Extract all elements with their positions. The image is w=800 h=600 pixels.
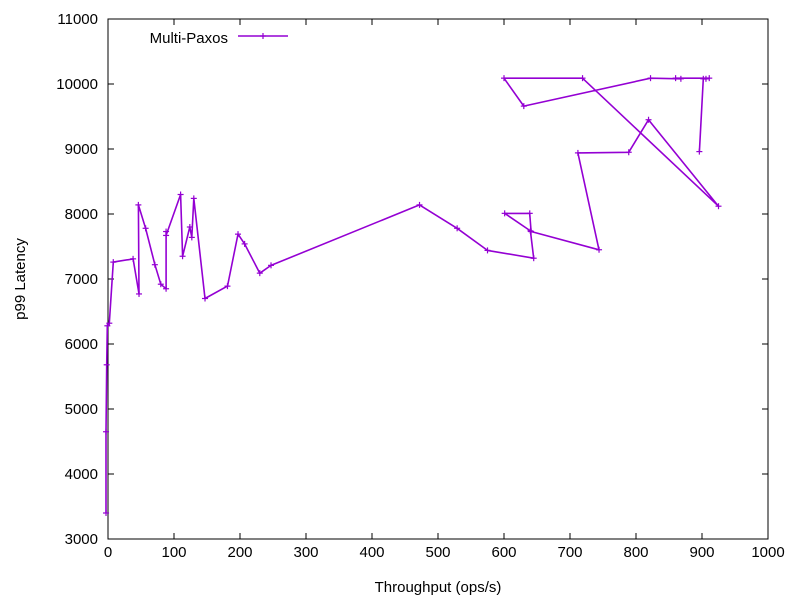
data-point <box>157 281 164 288</box>
data-point <box>235 231 242 238</box>
data-point <box>501 210 508 217</box>
data-point <box>190 195 197 202</box>
x-tick-label: 700 <box>557 544 582 561</box>
data-point <box>574 149 581 156</box>
data-point <box>715 203 722 210</box>
x-tick-label: 600 <box>491 544 516 561</box>
data-point <box>645 116 652 123</box>
data-point <box>526 210 533 217</box>
data-point <box>103 361 110 368</box>
data-point <box>706 75 713 82</box>
data-point <box>625 149 632 156</box>
y-tick-label: 11000 <box>57 11 98 28</box>
plot-frame <box>107 18 769 540</box>
data-point <box>501 75 507 82</box>
data-point <box>696 148 703 155</box>
data-point <box>241 240 248 247</box>
data-point <box>177 191 184 198</box>
data-point <box>224 283 231 290</box>
data-point <box>700 75 707 82</box>
y-tick-label: 9000 <box>65 141 98 158</box>
data-point <box>106 320 113 327</box>
y-tick-label: 7000 <box>65 271 98 288</box>
data-point <box>142 225 149 232</box>
x-tick-label: 1000 <box>751 544 784 561</box>
y-tick-label: 10000 <box>56 76 98 93</box>
data-point <box>596 246 603 253</box>
x-tick-label: 200 <box>227 544 252 561</box>
data-point <box>416 201 423 208</box>
x-tick-label: 0 <box>104 544 112 561</box>
data-point <box>672 75 679 82</box>
data-point <box>110 259 117 266</box>
data-point <box>163 285 170 292</box>
x-tick-label: 800 <box>623 544 648 561</box>
x-tick-label: 300 <box>293 544 318 561</box>
data-point <box>647 75 654 82</box>
data-point <box>163 232 170 239</box>
data-point <box>186 224 193 230</box>
data-point <box>136 290 143 297</box>
y-tick-label: 8000 <box>65 206 98 223</box>
y-axis-label: p99 Latency <box>12 238 29 320</box>
x-axis-label: Throughput (ops/s) <box>375 579 502 596</box>
data-point <box>528 228 535 235</box>
x-tick-label: 100 <box>161 544 186 561</box>
x-tick-label: 400 <box>359 544 384 561</box>
x-tick-label: 900 <box>689 544 714 561</box>
data-point <box>151 261 158 268</box>
data-point <box>520 103 527 110</box>
data-point <box>135 201 142 208</box>
x-tick-label: 500 <box>425 544 450 561</box>
data-point <box>484 247 491 254</box>
legend-marker <box>260 33 266 39</box>
y-tick-label: 3000 <box>65 531 98 548</box>
data-point <box>677 75 684 82</box>
data-point <box>179 253 186 260</box>
y-tick-label: 5000 <box>65 401 98 418</box>
data-point <box>188 234 195 241</box>
data-point <box>130 255 137 262</box>
data-point <box>527 227 534 234</box>
data-point <box>256 270 263 277</box>
series-line <box>105 77 720 513</box>
data-point <box>268 262 275 269</box>
y-tick-label: 6000 <box>65 336 98 353</box>
data-point <box>202 295 209 302</box>
data-point <box>454 225 461 232</box>
data-point <box>103 428 110 435</box>
data-point <box>103 510 110 516</box>
legend-label: Multi-Paxos <box>150 30 228 47</box>
y-tick-label: 4000 <box>65 466 98 483</box>
data-point <box>530 255 537 262</box>
data-point <box>579 75 586 82</box>
